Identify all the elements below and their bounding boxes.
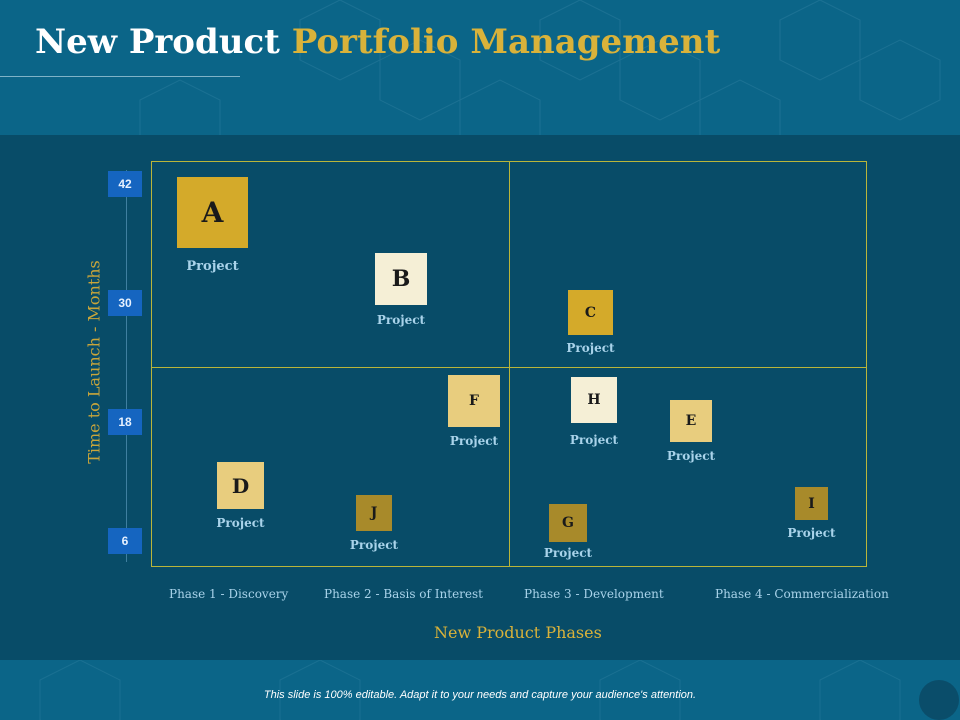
corner-circle-decoration — [919, 680, 959, 720]
phase-label-2: Phase 2 - Basis of Interest — [324, 587, 483, 601]
project-node-j: J — [356, 495, 392, 531]
y-tick-18: 18 — [108, 409, 142, 435]
x-axis-label: New Product Phases — [434, 623, 602, 642]
y-axis-line — [126, 170, 127, 562]
project-node-b: B — [375, 253, 427, 305]
project-caption-b: Project — [376, 313, 426, 327]
y-tick-6: 6 — [108, 528, 142, 554]
grid-divider-vertical — [509, 162, 510, 566]
hexagon-pattern — [139, 0, 941, 135]
project-node-e: E — [670, 400, 712, 442]
project-caption-h: Project — [569, 433, 619, 447]
project-node-f: F — [448, 375, 500, 427]
project-caption-d: Project — [216, 516, 265, 530]
quadrant-grid — [151, 161, 867, 567]
y-tick-42: 42 — [108, 171, 142, 197]
project-node-h: H — [571, 377, 617, 423]
title-accent: Portfolio Management — [291, 22, 721, 62]
project-caption-g: Project — [543, 546, 593, 560]
y-axis-label: Time to Launch - Months — [84, 260, 104, 464]
project-caption-j: Project — [349, 538, 399, 552]
project-node-c: C — [568, 290, 613, 335]
phase-label-1: Phase 1 - Discovery — [169, 587, 289, 601]
footer-note: This slide is 100% editable. Adapt it to… — [263, 689, 697, 701]
title-underline — [0, 76, 240, 77]
project-caption-a: Project — [186, 259, 239, 274]
phase-label-4: Phase 4 - Commercialization — [715, 587, 889, 601]
grid-divider-horizontal — [152, 367, 866, 368]
slide-title: New Product Portfolio Management — [35, 22, 720, 62]
project-node-d: D — [217, 462, 264, 509]
project-caption-f: Project — [449, 434, 499, 448]
project-node-i: I — [795, 487, 828, 520]
y-tick-30: 30 — [108, 290, 142, 316]
project-node-g: G — [549, 504, 587, 542]
phase-label-3: Phase 3 - Development — [524, 587, 664, 601]
project-caption-e: Project — [666, 449, 716, 463]
project-caption-c: Project — [566, 341, 615, 355]
project-node-a: A — [177, 177, 248, 248]
title-primary: New Product — [35, 22, 280, 62]
slide-footer: This slide is 100% editable. Adapt it to… — [0, 660, 960, 720]
slide-header: New Product Portfolio Management — [0, 0, 960, 135]
project-caption-i: Project — [787, 526, 836, 540]
